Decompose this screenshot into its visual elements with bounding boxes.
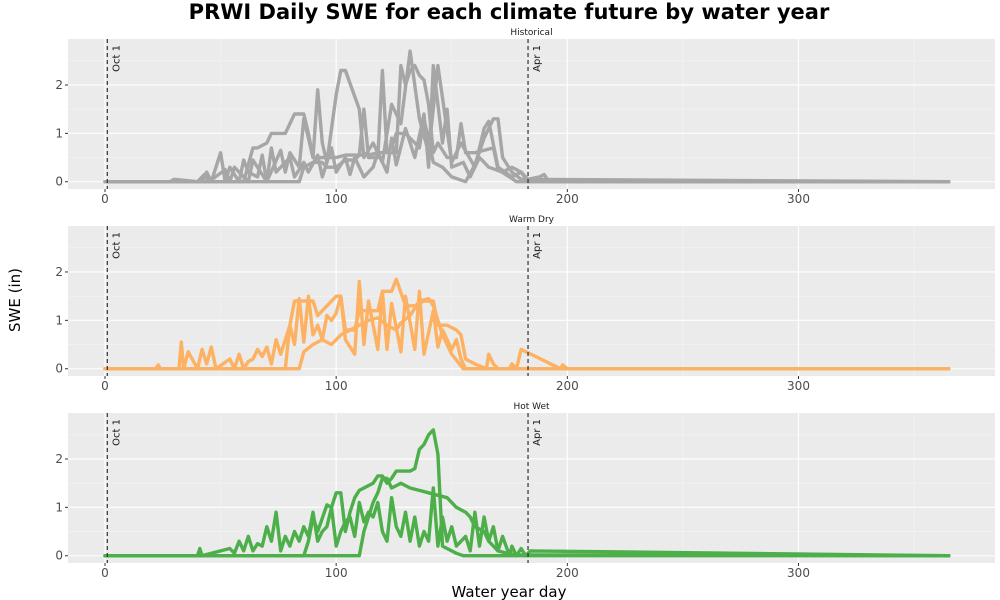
x-tick-label: 0 [101, 192, 109, 206]
panel-title: Hot Wet [513, 402, 550, 412]
swe-series-line [103, 277, 951, 371]
x-tick-label: 0 [101, 379, 109, 393]
y-axis-title: SWE (in) [6, 268, 24, 332]
swe-series-line [103, 476, 951, 558]
x-tick-label: 300 [787, 379, 810, 393]
y-tick-label: 0 [55, 362, 63, 376]
x-axis-title: Water year day [452, 583, 567, 600]
reference-line-label: Oct 1 [111, 232, 122, 259]
x-tick-label: 100 [325, 566, 348, 580]
y-tick-label: 1 [55, 126, 63, 140]
x-tick-label: 100 [325, 379, 348, 393]
x-tick-label: 100 [325, 192, 348, 206]
panel-title: Historical [510, 28, 552, 38]
reference-line-label: Oct 1 [111, 45, 122, 72]
panel-warm-dry: 0 100 200 300 0 1 2 Warm Dry Oct 1 Apr 1 [55, 215, 995, 393]
reference-line-label: Apr 1 [532, 419, 543, 446]
swe-series-line [103, 428, 951, 558]
y-tick-label: 1 [55, 500, 63, 514]
reference-line-label: Apr 1 [532, 45, 543, 72]
x-tick-label: 0 [101, 566, 109, 580]
y-tick-label: 0 [55, 175, 63, 189]
chart-title: PRWI Daily SWE for each climate future b… [189, 0, 830, 24]
panel-historical: 0 100 200 300 0 1 2 Historical Oct 1 Apr 1 [55, 28, 995, 206]
swe-series-line [103, 63, 951, 184]
panel-hot-wet: 0 100 200 300 0 1 2 Hot Wet Oct 1 Apr 1 [55, 402, 995, 580]
reference-line-label: Oct 1 [111, 419, 122, 446]
panel-background [68, 413, 995, 563]
x-tick-label: 200 [556, 566, 579, 580]
y-tick-label: 1 [55, 313, 63, 327]
y-tick-label: 2 [55, 452, 63, 466]
swe-series-line [103, 63, 951, 184]
x-tick-label: 300 [787, 192, 810, 206]
panel-background [68, 226, 995, 376]
x-tick-label: 200 [556, 192, 579, 206]
x-tick-label: 200 [556, 379, 579, 393]
panel-title: Warm Dry [509, 215, 555, 225]
y-tick-label: 2 [55, 265, 63, 279]
reference-line-label: Apr 1 [532, 232, 543, 259]
x-tick-label: 300 [787, 566, 810, 580]
y-tick-label: 0 [55, 549, 63, 563]
y-tick-label: 2 [55, 78, 63, 92]
swe-series-line [103, 296, 951, 371]
